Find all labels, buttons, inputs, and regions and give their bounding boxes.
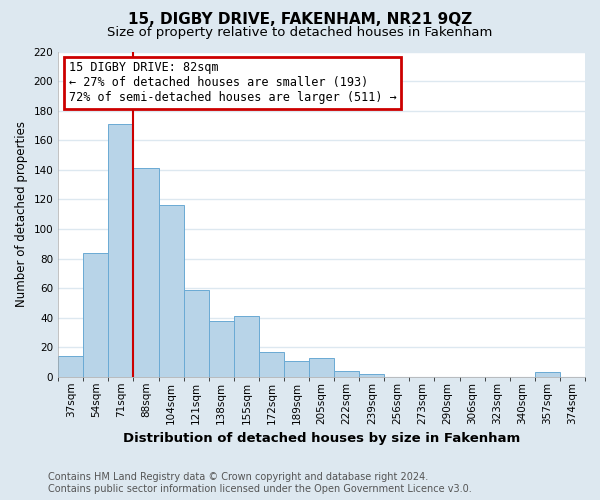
Bar: [359, 374, 385, 377]
Text: Contains public sector information licensed under the Open Government Licence v3: Contains public sector information licen…: [48, 484, 472, 494]
Bar: [83, 252, 109, 377]
Bar: [184, 290, 209, 377]
Bar: [158, 206, 184, 377]
Text: Size of property relative to detached houses in Fakenham: Size of property relative to detached ho…: [107, 26, 493, 39]
Bar: [109, 124, 133, 377]
Bar: [234, 316, 259, 377]
Bar: [133, 168, 158, 377]
Bar: [58, 356, 83, 377]
Text: Contains HM Land Registry data © Crown copyright and database right 2024.: Contains HM Land Registry data © Crown c…: [48, 472, 428, 482]
Y-axis label: Number of detached properties: Number of detached properties: [15, 121, 28, 307]
X-axis label: Distribution of detached houses by size in Fakenham: Distribution of detached houses by size …: [123, 432, 520, 445]
Bar: [259, 352, 284, 377]
Bar: [334, 371, 359, 377]
Text: 15 DIGBY DRIVE: 82sqm
← 27% of detached houses are smaller (193)
72% of semi-det: 15 DIGBY DRIVE: 82sqm ← 27% of detached …: [69, 62, 397, 104]
Text: 15, DIGBY DRIVE, FAKENHAM, NR21 9QZ: 15, DIGBY DRIVE, FAKENHAM, NR21 9QZ: [128, 12, 472, 28]
Bar: [209, 320, 234, 377]
Bar: [284, 360, 309, 377]
Bar: [535, 372, 560, 377]
Bar: [309, 358, 334, 377]
